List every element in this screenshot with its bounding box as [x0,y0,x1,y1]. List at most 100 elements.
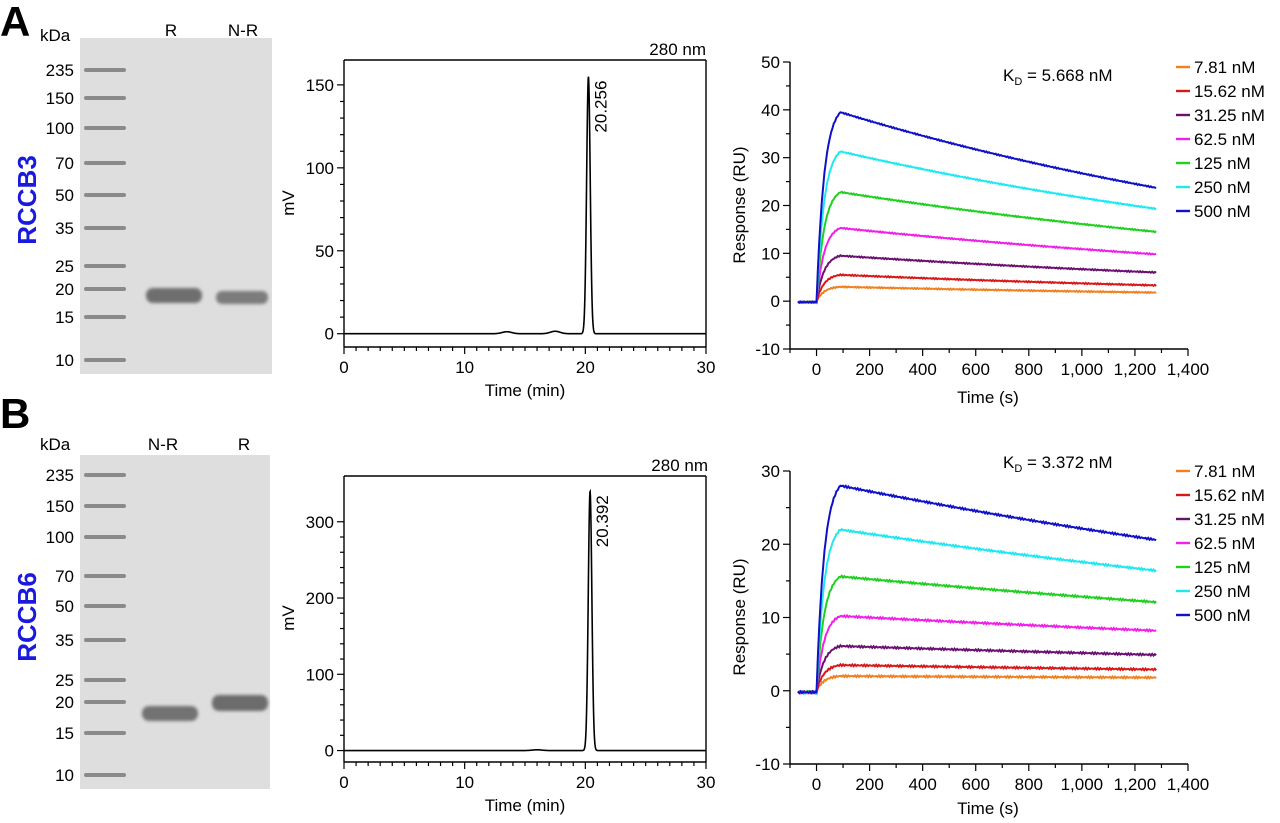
legend-label: 31.25 nM [1194,510,1265,529]
marker-label: 25 [55,257,74,276]
spr-y-label: Response (RU) [730,146,749,263]
sec-y-label: mV [279,605,298,631]
marker-label: 25 [55,671,74,690]
x-tick-label: 1,200 [1114,775,1157,794]
ladder-band [84,161,126,165]
sec-wavelength-label: 280 nm [649,40,706,59]
marker-label: 10 [55,766,74,785]
sensorgram-line [797,190,1157,305]
sec-x-label: Time (min) [485,796,566,815]
legend-label: 500 nM [1194,202,1251,221]
sensorgram-line [797,111,1157,304]
x-tick-label: 20 [576,773,595,792]
ladder-band [84,315,126,319]
ladder-band [84,678,126,682]
y-tick-label: 30 [761,462,780,481]
x-tick-label: 800 [1015,775,1043,794]
y-tick-label: 20 [761,535,780,554]
legend-label: 7.81 nM [1194,58,1255,77]
y-tick-label: 0 [771,682,780,701]
sec-x-label: Time (min) [485,381,566,400]
ladder-band [84,604,126,608]
ladder-band [84,287,126,291]
y-tick-label: 50 [761,53,780,72]
marker-label: 70 [55,567,74,586]
chromatogram-trace [344,76,706,335]
spr-x-label: Time (s) [957,799,1019,818]
sensorgram-line [797,484,1157,695]
legend-label: 62.5 nM [1194,130,1255,149]
spr-series [797,111,1157,305]
sensorgram-line [797,527,1157,696]
sensorgram-line [797,662,1157,695]
ladder-band [84,638,126,642]
marker-label: 150 [46,497,74,516]
sensorgram-line [797,673,1157,695]
gel-band [216,291,268,304]
legend-label: 62.5 nM [1194,534,1255,553]
marker-label: 235 [46,61,74,80]
marker-label: 15 [55,724,74,743]
marker-label: 100 [46,528,74,547]
x-tick-label: 600 [962,775,990,794]
sensorgram-line [797,643,1157,695]
spr-series [797,484,1157,696]
sensorgram-line [797,285,1157,305]
y-tick-label: 100 [306,159,334,178]
legend-label: 125 nM [1194,154,1251,173]
x-tick-label: 1,400 [1167,775,1210,794]
panel-letter-b: B [0,390,30,437]
y-tick-label: -10 [755,340,780,359]
ladder-band [84,126,126,130]
kd-annotation: KD = 5.668 nM [1003,66,1113,88]
marker-label: 35 [55,631,74,650]
marker-label: 10 [55,351,74,370]
x-tick-label: 600 [962,360,990,379]
sensorgram-line [797,613,1157,695]
ladder-band [84,731,126,735]
legend-label: 15.62 nM [1194,486,1265,505]
gel-ladder [84,68,126,362]
x-tick-label: 0 [812,775,821,794]
legend-label: 125 nM [1194,558,1251,577]
legend-label: 7.81 nM [1194,462,1255,481]
x-tick-label: 800 [1015,360,1043,379]
legend-label: 15.62 nM [1194,82,1265,101]
sensorgram-line [797,253,1157,305]
ladder-band [84,504,126,508]
panel-a: A RCCB3 kDa R N-R 2351501007050352520151… [0,0,1265,407]
y-tick-label: 50 [315,242,334,261]
panel-b: B RCCB6 kDa N-R R 2351501007050352520151… [0,390,1265,818]
x-tick-label: 10 [455,773,474,792]
gel-ladder [84,473,126,777]
gel-band [146,288,202,303]
x-tick-label: 1,000 [1061,360,1104,379]
spr-y-label: Response (RU) [730,558,749,675]
spr-chart-b: 0 200 400 600 800 1,000 1,200 1,400 -10 0 10 20 30 K… [730,453,1265,818]
spr-legend: 7.81 nM 15.62 nM 31.25 nM 62.5 nM 125 nM 250 … [1176,462,1265,625]
gel-unit-label: kDa [40,26,71,45]
y-tick-label: 10 [761,244,780,263]
y-tick-label: 200 [306,589,334,608]
gel-unit-label: kDa [40,435,71,454]
sensorgram-line [797,574,1157,695]
y-tick-label: 0 [325,325,334,344]
panel-letter-a: A [0,0,30,45]
ladder-band [84,574,126,578]
chromatogram-trace [344,488,706,752]
gel-lane-label: N-R [148,435,178,454]
x-tick-label: 0 [339,358,348,377]
legend-label: 500 nM [1194,606,1251,625]
legend-label: 250 nM [1194,178,1251,197]
marker-label: 35 [55,219,74,238]
sensorgram-line [797,226,1157,304]
x-tick-label: 30 [697,773,716,792]
marker-label: 150 [46,89,74,108]
x-tick-label: 1,400 [1167,360,1210,379]
ladder-band [84,226,126,230]
kd-annotation: KD = 3.372 nM [1003,453,1113,475]
legend-label: 31.25 nM [1194,106,1265,125]
x-tick-label: 400 [908,775,936,794]
x-tick-label: 200 [855,360,883,379]
